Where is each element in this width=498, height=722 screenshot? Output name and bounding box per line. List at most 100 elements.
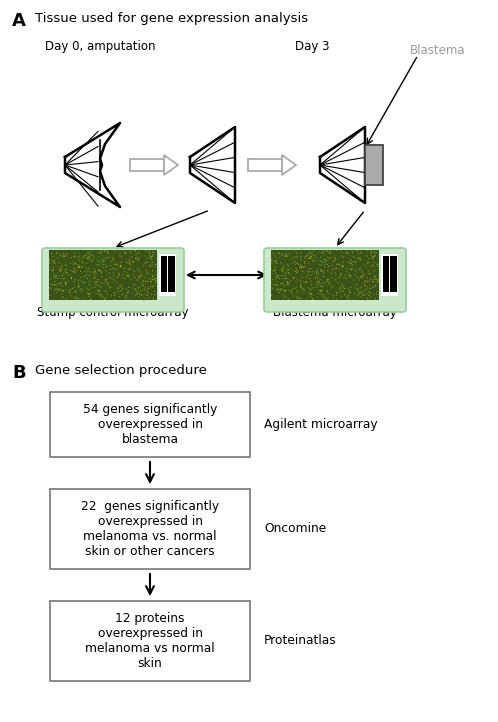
Point — [123, 290, 130, 301]
Point — [45, 253, 53, 265]
Point — [70, 251, 78, 263]
Point — [298, 284, 306, 296]
Point — [47, 248, 55, 259]
Bar — [387, 256, 389, 292]
Point — [142, 256, 150, 268]
Point — [121, 272, 129, 284]
Point — [322, 290, 330, 302]
Point — [104, 247, 112, 258]
Point — [363, 283, 371, 295]
Point — [151, 258, 159, 270]
Point — [337, 291, 345, 303]
Point — [284, 264, 292, 275]
Point — [271, 264, 279, 276]
Point — [116, 250, 124, 261]
Point — [61, 251, 69, 262]
Point — [96, 289, 104, 300]
Point — [275, 273, 283, 284]
Bar — [271, 250, 379, 300]
Point — [121, 291, 129, 303]
Point — [307, 291, 315, 303]
Point — [281, 248, 289, 259]
Point — [268, 290, 276, 302]
Point — [278, 251, 286, 262]
Point — [345, 290, 353, 301]
Text: Gene selection procedure: Gene selection procedure — [35, 364, 207, 377]
Point — [340, 282, 348, 293]
Point — [352, 266, 360, 277]
Point — [267, 254, 275, 266]
Point — [361, 269, 369, 280]
Point — [131, 283, 139, 295]
Point — [107, 284, 115, 295]
Point — [335, 259, 343, 271]
Point — [132, 248, 140, 260]
Point — [371, 251, 378, 262]
Point — [90, 261, 98, 273]
Point — [147, 276, 155, 287]
Point — [130, 279, 138, 290]
Point — [300, 287, 308, 298]
Text: Proteinatlas: Proteinatlas — [264, 635, 337, 648]
Point — [277, 278, 285, 290]
Point — [300, 267, 308, 279]
Point — [150, 286, 158, 297]
Point — [86, 248, 94, 260]
Point — [354, 286, 362, 297]
Point — [101, 245, 109, 257]
Point — [124, 270, 132, 282]
Point — [301, 256, 309, 267]
Point — [59, 253, 67, 265]
Point — [340, 283, 348, 295]
Point — [341, 289, 349, 300]
Point — [288, 284, 296, 295]
Point — [96, 247, 104, 258]
Point — [349, 247, 357, 258]
Point — [139, 275, 147, 287]
Point — [293, 257, 301, 269]
Point — [360, 290, 368, 301]
Point — [99, 262, 107, 274]
Point — [96, 285, 104, 297]
Point — [66, 258, 74, 269]
Point — [307, 279, 315, 291]
Point — [127, 274, 135, 286]
Point — [271, 289, 279, 300]
Bar — [171, 256, 173, 292]
Point — [108, 272, 116, 284]
Point — [108, 264, 116, 276]
Bar — [388, 256, 389, 292]
Point — [67, 252, 75, 264]
Point — [90, 266, 98, 277]
Point — [297, 261, 305, 272]
Point — [371, 250, 379, 261]
Point — [350, 274, 358, 286]
Point — [133, 288, 141, 300]
Point — [332, 263, 340, 274]
Point — [62, 264, 70, 275]
Point — [103, 274, 111, 286]
Point — [117, 260, 125, 271]
Point — [279, 264, 287, 276]
Point — [359, 271, 367, 283]
Point — [56, 263, 64, 274]
Point — [142, 256, 150, 268]
Point — [347, 258, 355, 269]
Point — [348, 245, 356, 257]
Point — [96, 265, 104, 277]
Point — [76, 268, 84, 279]
Point — [147, 251, 155, 263]
Bar — [172, 256, 174, 292]
Point — [280, 280, 288, 292]
Point — [345, 257, 353, 269]
Point — [329, 284, 337, 295]
Point — [95, 251, 103, 263]
Point — [374, 261, 382, 272]
Point — [318, 256, 326, 267]
Point — [307, 251, 315, 262]
Point — [317, 251, 325, 263]
Point — [92, 276, 100, 287]
Point — [306, 251, 314, 263]
Point — [124, 282, 132, 293]
Point — [96, 278, 104, 290]
